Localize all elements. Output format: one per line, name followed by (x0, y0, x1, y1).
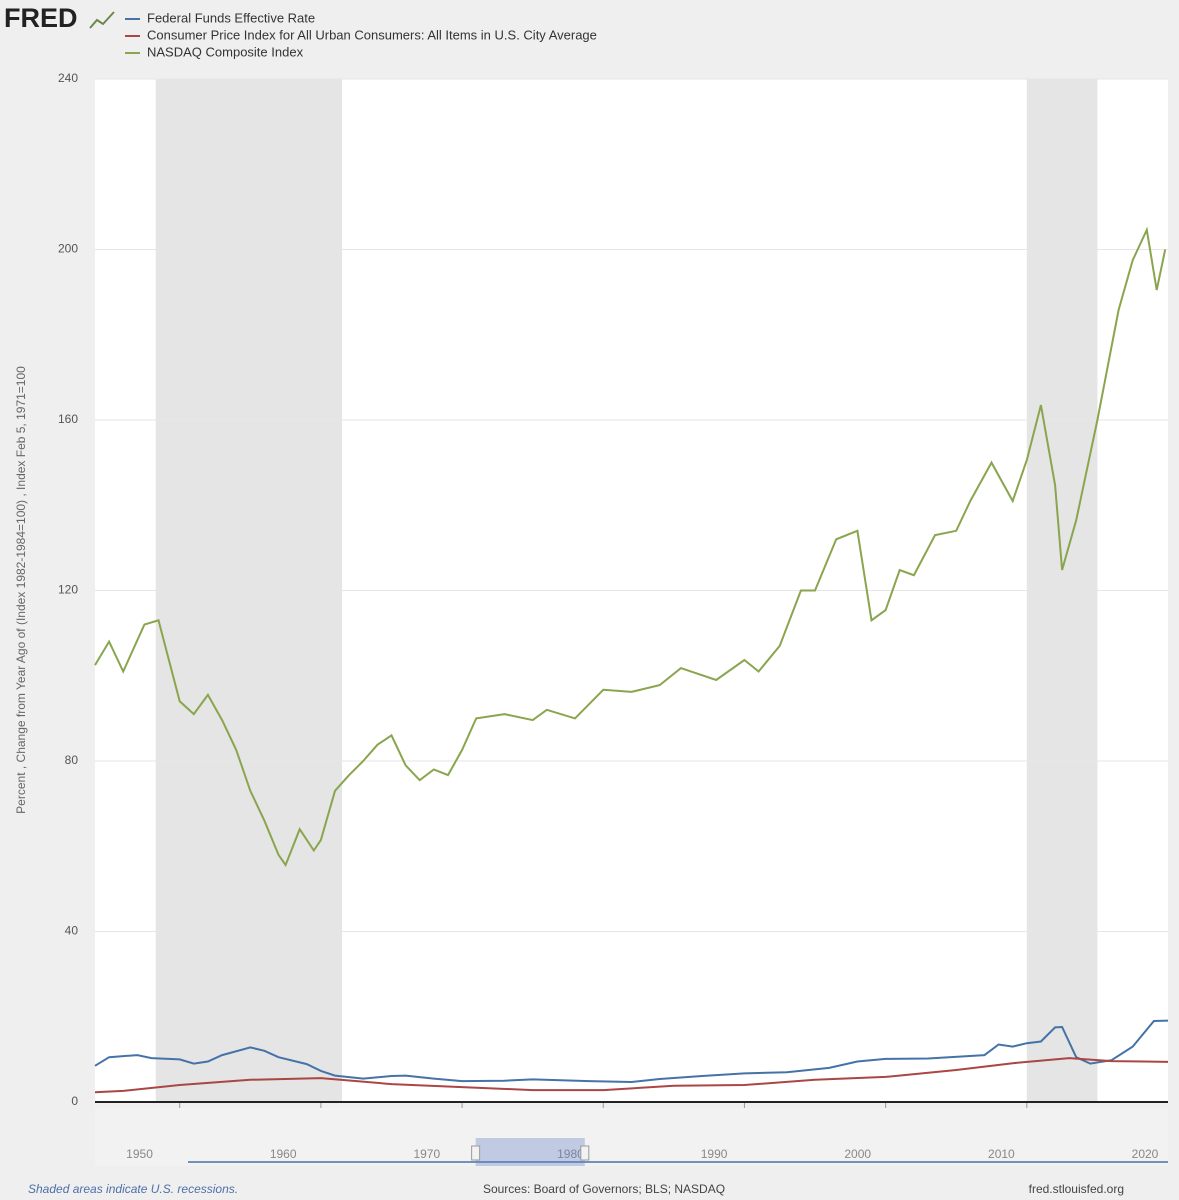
source: Sources: Board of Governors; BLS; NASDAQ (483, 1182, 725, 1196)
navigator-label: 1950 (126, 1147, 153, 1161)
legend-label: Consumer Price Index for All Urban Consu… (147, 27, 597, 42)
recession-note: Shaded areas indicate U.S. recessions. (28, 1182, 238, 1196)
y-tick-label: 40 (65, 924, 79, 938)
navigator-label: 2020 (1132, 1147, 1159, 1161)
y-tick-label: 120 (58, 583, 78, 597)
navigator-handle (580, 1145, 590, 1161)
y-tick-label: 80 (65, 753, 79, 767)
logo-icon (89, 11, 115, 29)
navigator-label: 2000 (844, 1147, 871, 1161)
site: fred.stlouisfed.org (1029, 1182, 1124, 1196)
y-tick-label: 160 (58, 412, 78, 426)
navigator-label: 1970 (413, 1147, 440, 1161)
legend-label: Federal Funds Effective Rate (147, 10, 315, 25)
series-line (94, 1019, 1169, 1084)
legend-label: NASDAQ Composite Index (147, 44, 304, 59)
navigator-label: 1980 (557, 1147, 584, 1161)
navigator-label: 1960 (270, 1147, 297, 1161)
y-tick-label: 200 (58, 242, 78, 256)
series-line (94, 1057, 1169, 1094)
navigator-selection (475, 1138, 585, 1166)
y-axis-label: Percent , Change from Year Ago of (Index… (14, 366, 28, 814)
navigator-bg (95, 1108, 1168, 1166)
navigator-label: 2010 (988, 1147, 1015, 1161)
y-tick-label: 0 (71, 1094, 78, 1108)
y-tick-label: 240 (58, 71, 78, 85)
navigator-label: 1990 (701, 1147, 728, 1161)
logo: FRED (4, 3, 78, 33)
series-line (94, 226, 1167, 868)
navigator-handle (471, 1145, 481, 1161)
